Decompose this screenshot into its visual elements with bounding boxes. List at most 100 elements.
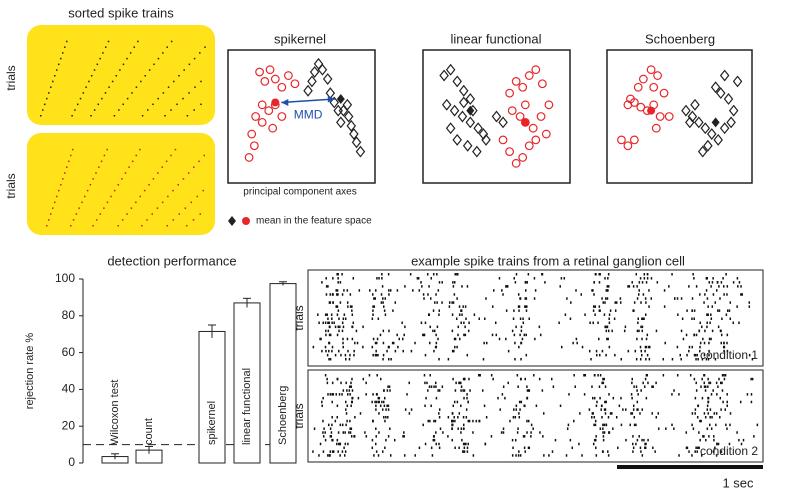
spike-tick (592, 289, 594, 292)
spike-tick (468, 377, 470, 381)
spike-tick (409, 273, 412, 276)
spike-tick (372, 337, 375, 341)
spike-dot (183, 69, 185, 71)
spike-tick (655, 329, 658, 333)
spike-tick (484, 442, 487, 446)
point (536, 112, 546, 121)
spike-tick (693, 333, 696, 337)
spike-tick (472, 419, 474, 423)
spike-tick (630, 412, 632, 415)
spike-tick (607, 289, 609, 292)
spike-tick (454, 446, 456, 450)
spike-tick (597, 321, 599, 325)
point (541, 129, 551, 139)
spike-tick (509, 419, 511, 423)
spike-tick (646, 353, 649, 357)
spike-tick (451, 329, 454, 333)
point (452, 133, 462, 146)
spike-tick (641, 454, 644, 457)
spike-tick (375, 450, 378, 453)
spike-tick (738, 281, 741, 284)
spike-tick (410, 408, 413, 411)
spike-dot (161, 201, 164, 204)
spike-tick (583, 393, 586, 396)
spike-tick (354, 416, 356, 419)
spike-tick (643, 277, 646, 280)
spike-tick (339, 281, 342, 284)
spike-tick (513, 277, 515, 280)
spike-tick (740, 285, 742, 288)
spike-tick (645, 357, 647, 361)
spike-tick (387, 273, 390, 276)
spike-dot (133, 46, 136, 48)
spike-tick (526, 305, 528, 308)
spike-tick (460, 431, 462, 434)
spike-tick (340, 381, 342, 385)
spike-tick (321, 404, 323, 408)
spike-dot (44, 103, 46, 106)
spike-tick (635, 357, 638, 361)
spike-dot (104, 92, 107, 94)
spike-tick (375, 427, 377, 430)
spike-tick (606, 297, 609, 300)
spike-tick (591, 416, 593, 419)
point (313, 57, 324, 70)
spike-tick (431, 454, 434, 457)
point (626, 94, 635, 104)
spike-dot (110, 195, 112, 198)
bar-label: spikernel (206, 401, 218, 445)
spike-tick (458, 412, 461, 415)
spike-tick (514, 341, 516, 345)
spike-tick (524, 450, 526, 453)
spike-tick (693, 277, 695, 280)
spike-tick (410, 349, 413, 353)
point (462, 139, 473, 152)
axis-label: trials (4, 173, 18, 198)
spike-tick (452, 404, 455, 408)
spike-tick (515, 404, 518, 408)
spike-dot (126, 213, 128, 215)
spike-dot (90, 115, 92, 117)
spike-tick (720, 329, 722, 333)
spike-tick (712, 293, 715, 296)
spike-tick (535, 404, 538, 408)
point (343, 110, 354, 123)
spike-tick (423, 374, 426, 377)
spike-tick (351, 313, 354, 316)
spike-tick (328, 341, 330, 345)
spike-tick (700, 385, 702, 388)
spike-tick (336, 313, 339, 316)
spike-dot (121, 219, 124, 221)
spike-tick (636, 389, 638, 392)
spike-tick (376, 374, 378, 377)
spike-tick (593, 281, 595, 284)
spike-tick (655, 381, 657, 385)
spike-tick (390, 357, 392, 361)
spike-tick (418, 446, 421, 450)
chart-title: detection performance (107, 253, 236, 268)
spike-tick (685, 446, 688, 450)
spike-tick (389, 427, 391, 430)
spike-tick (349, 419, 351, 423)
spike-tick (339, 454, 341, 457)
spike-tick (336, 333, 339, 337)
spike-tick (604, 385, 607, 388)
spike-tick (748, 353, 751, 357)
spike-tick (515, 273, 518, 276)
spike-dot (137, 40, 139, 43)
spike-tick (607, 454, 610, 457)
spike-tick (588, 408, 591, 411)
spike-tick (416, 277, 419, 280)
spike-tick (708, 349, 710, 353)
point (441, 98, 452, 111)
spike-tick (375, 400, 378, 404)
spike-tick (698, 446, 700, 450)
spike-tick (384, 419, 386, 423)
spike-tick (452, 301, 455, 304)
spike-tick (524, 305, 526, 308)
spike-tick (504, 396, 506, 400)
spike-tick (604, 277, 606, 280)
spike-tick (646, 277, 649, 280)
spike-tick (438, 281, 441, 284)
spike-dot (166, 225, 169, 227)
